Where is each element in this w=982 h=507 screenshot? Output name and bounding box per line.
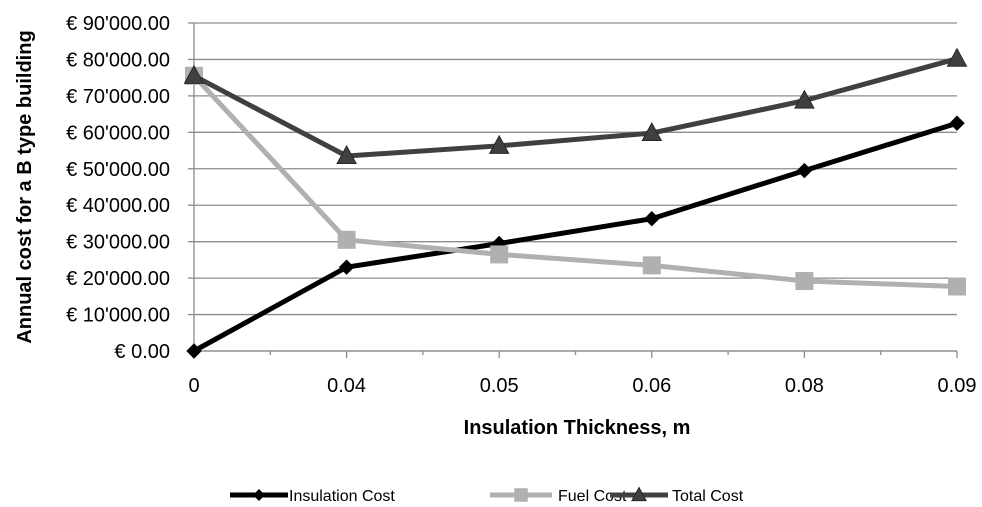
data-point-triangle <box>946 47 968 67</box>
x-tick-label: 0 <box>188 375 199 397</box>
data-point-triangle <box>488 134 510 154</box>
y-tick-label: € 20'000.00 <box>66 268 170 290</box>
data-point-diamond <box>186 343 202 359</box>
data-point-square <box>337 230 356 249</box>
series-line <box>192 74 958 289</box>
legend-label: Total Cost <box>672 488 744 505</box>
gridlines <box>194 22 957 352</box>
data-point-square <box>514 488 528 502</box>
x-tick-labels: 0 0.04 0.05 0.06 0.08 0.09 <box>188 375 976 397</box>
y-tick-label: € 0.00 <box>114 341 170 363</box>
data-point-square <box>642 256 661 275</box>
y-tick-label: € 60'000.00 <box>66 122 170 144</box>
y-tick-label: € 10'000.00 <box>66 305 170 327</box>
y-tick-label: € 40'000.00 <box>66 195 170 217</box>
legend-label: Insulation Cost <box>289 488 395 505</box>
legend: Insulation Cost Fuel Cost Total Cost <box>230 486 744 505</box>
series-line <box>192 120 958 354</box>
y-tick-label: € 90'000.00 <box>66 13 170 35</box>
x-tick-label: 0.09 <box>938 375 977 397</box>
data-point-diamond <box>338 259 355 275</box>
data-point-triangle <box>641 122 663 142</box>
y-tick-label: € 80'000.00 <box>66 49 170 71</box>
data-point-diamond <box>949 115 965 131</box>
data-point-square <box>795 272 814 291</box>
series-line <box>192 56 958 159</box>
y-tick-label: € 50'000.00 <box>66 159 170 181</box>
data-point-diamond <box>644 210 660 227</box>
x-tick-label: 0.08 <box>785 375 824 397</box>
y-axis-title: Annual cost for a B type building <box>14 30 36 343</box>
data-point-triangle <box>336 144 357 165</box>
series-lines <box>183 47 968 359</box>
data-point-square <box>490 245 509 264</box>
data-point-triangle <box>183 64 205 84</box>
y-tick-label: € 70'000.00 <box>66 86 170 108</box>
data-point-diamond <box>796 162 813 179</box>
y-tick-labels: € 0.00 € 10'000.00 € 20'000.00 € 30'000.00 €… <box>66 13 170 363</box>
legend-label: Fuel Cost <box>558 488 627 505</box>
y-tick-label: € 30'000.00 <box>66 232 170 254</box>
data-point-diamond <box>253 489 265 501</box>
data-point-square <box>948 277 966 296</box>
data-point-triangle <box>794 89 815 109</box>
x-axis-title: Insulation Thickness, m <box>464 417 691 439</box>
x-tick-label: 0.04 <box>327 375 366 397</box>
data-point-triangle <box>631 486 647 502</box>
x-tick-label: 0.05 <box>480 375 519 397</box>
x-tick-label: 0.06 <box>632 375 671 397</box>
